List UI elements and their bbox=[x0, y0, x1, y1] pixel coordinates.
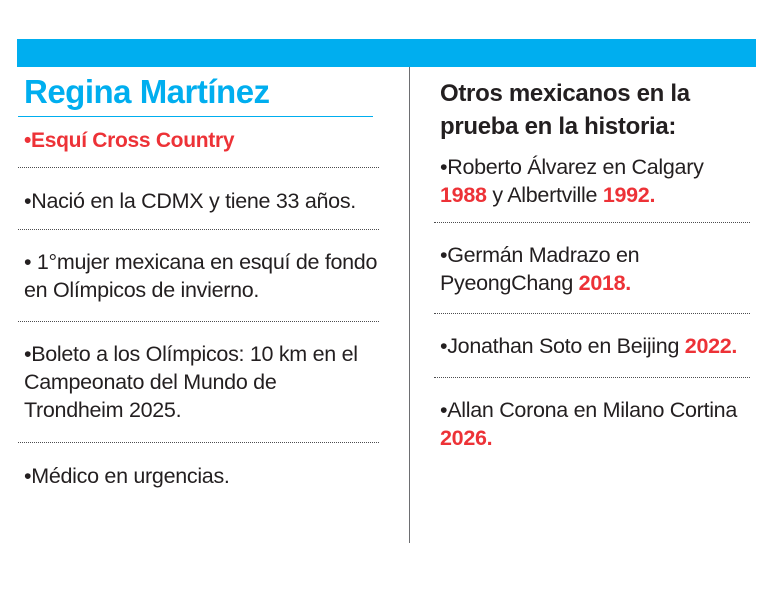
profile-column: Regina Martínez •Esquí Cross Country •Na… bbox=[18, 72, 379, 490]
fact-item: •Médico en urgencias. bbox=[24, 464, 230, 488]
history-item: •Germán Madrazo en PyeongChang 2018. bbox=[440, 241, 750, 297]
column-divider bbox=[409, 67, 410, 543]
history-item: •Roberto Álvarez en Calgary 1988 y Albert… bbox=[440, 153, 750, 209]
fact-item: •Boleto a los Olímpicos: 10 km en el Cam… bbox=[24, 342, 358, 422]
history-item: •Jonathan Soto en Beijing 2022. bbox=[440, 332, 750, 360]
fact-item: • 1°mujer mexicana en esquí de fondo en … bbox=[24, 250, 378, 302]
sport-label: •Esquí Cross Country bbox=[24, 129, 235, 152]
history-year: 2026. bbox=[440, 426, 493, 450]
history-text: •Allan Corona en Milano Cortina bbox=[440, 398, 738, 422]
history-text: •Roberto Álvarez en Calgary bbox=[440, 155, 704, 179]
dotted-separator bbox=[18, 167, 379, 168]
history-year: 1988 bbox=[440, 183, 487, 207]
history-title: Otros mexicanos en la prueba en la histo… bbox=[440, 80, 690, 140]
fact-item: •Nació en la CDMX y tiene 33 años. bbox=[24, 189, 356, 213]
dotted-separator bbox=[434, 377, 750, 378]
history-year: 1992. bbox=[602, 183, 656, 207]
history-column: Otros mexicanos en la prueba en la histo… bbox=[434, 72, 750, 452]
dotted-separator bbox=[434, 313, 750, 314]
athlete-name: Regina Martínez bbox=[24, 73, 270, 110]
history-year: 2022. bbox=[684, 334, 738, 358]
dotted-separator bbox=[434, 222, 750, 223]
history-year: 2018. bbox=[578, 271, 632, 295]
dotted-separator bbox=[18, 442, 379, 443]
dotted-separator bbox=[18, 229, 379, 230]
name-underline bbox=[18, 116, 373, 117]
history-item: •Allan Corona en Milano Cortina 2026. bbox=[440, 396, 750, 452]
history-text: y Albertville bbox=[486, 183, 603, 207]
dotted-separator bbox=[18, 321, 379, 322]
history-text: •Jonathan Soto en Beijing bbox=[440, 334, 685, 358]
header-bar bbox=[17, 39, 756, 67]
history-text: •Germán Madrazo en PyeongChang bbox=[440, 243, 640, 295]
